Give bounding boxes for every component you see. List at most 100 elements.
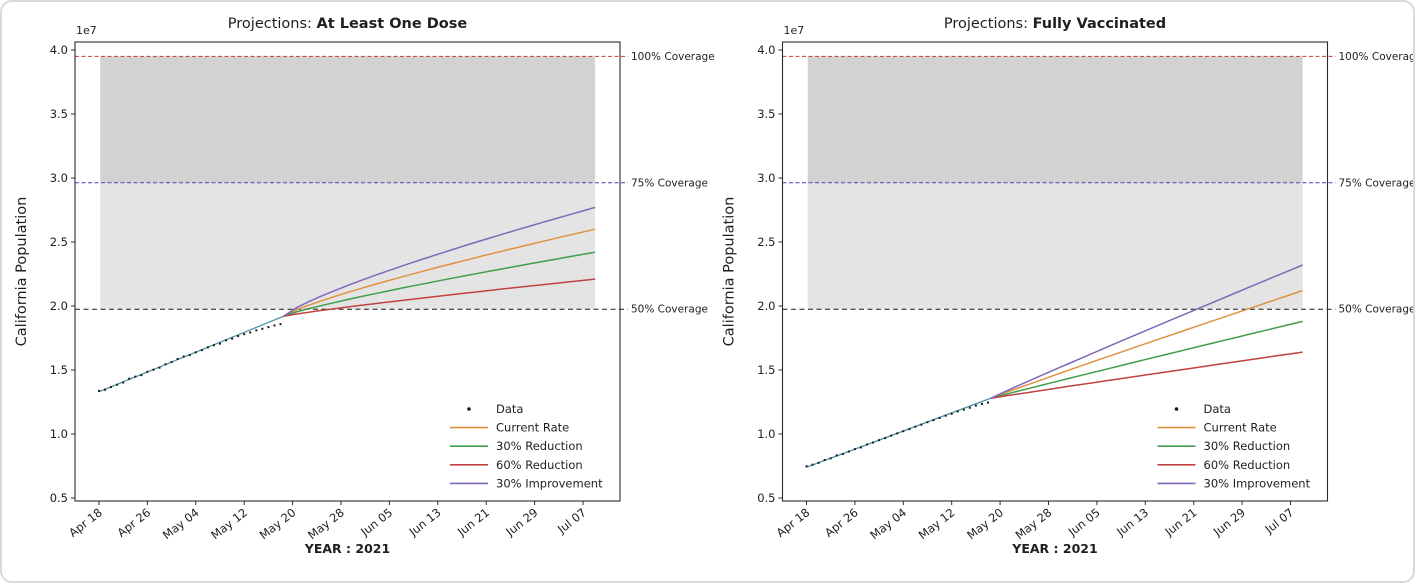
- x-tick-label: Jun 21: [454, 505, 492, 539]
- x-tick-label: May 12: [208, 505, 250, 542]
- legend-label-60-reduction: 60% Reduction: [496, 458, 583, 472]
- chart-title-emphasis: At Least One Dose: [317, 16, 468, 32]
- data-point: [890, 434, 893, 437]
- projection-line-current-rate: [283, 228, 596, 317]
- coverage-lines: 100% Coverage 75% Coverage 50% Coverage: [75, 51, 715, 316]
- projection-line-30-reduction: [283, 251, 596, 317]
- data-point: [811, 463, 814, 466]
- data-point: [188, 354, 191, 357]
- projection-line-30-improvement: [283, 206, 596, 317]
- y-tick-label: 1.0: [757, 427, 775, 441]
- y-axis-label: California Population: [14, 197, 30, 347]
- data-point: [956, 410, 959, 413]
- data-point: [267, 326, 270, 329]
- band-75-to-100: [100, 56, 596, 183]
- legend-label-data: Data: [1204, 402, 1231, 416]
- data-point: [255, 329, 258, 332]
- y-tick-label: 3.0: [50, 171, 68, 185]
- legend: Data Current Rate 30% Reduction 60% Reducti…: [450, 402, 603, 490]
- projection-line-current-rate: [990, 289, 1303, 399]
- data-point: [164, 363, 167, 366]
- data-point: [170, 361, 173, 364]
- projection-line-60-reduction: [283, 278, 596, 317]
- projection-lines: [990, 264, 1303, 399]
- x-tick-label: Jun 13: [1113, 505, 1151, 539]
- data-point: [104, 388, 107, 391]
- x-axis-label: YEAR : 2021: [1011, 541, 1097, 556]
- data-point: [938, 417, 941, 419]
- legend-marker-data-icon: [1174, 407, 1179, 411]
- data-point: [926, 421, 929, 424]
- data-point: [835, 454, 838, 457]
- x-tick-label: Apr 26: [115, 505, 154, 540]
- fit-line: [98, 315, 284, 393]
- x-tick-label: Jun 05: [1065, 505, 1103, 539]
- chart-title: Projections: At Least One Dose: [228, 16, 468, 32]
- data-point: [847, 450, 850, 453]
- x-tick-label: May 28: [1013, 505, 1055, 542]
- coverage-label-75-coverage: 75% Coverage: [631, 177, 708, 189]
- y-tick-label: 4.0: [757, 43, 775, 57]
- data-point: [950, 412, 953, 415]
- x-tick-label: Jun 05: [357, 505, 395, 539]
- data-point: [249, 331, 252, 334]
- band-75-to-100: [807, 56, 1303, 183]
- x-tick-label: May 04: [867, 505, 909, 542]
- data-point: [98, 389, 100, 392]
- x-tick-label: May 04: [160, 505, 202, 542]
- data-point: [974, 404, 977, 407]
- data-point: [110, 386, 113, 389]
- y-tick-label: 0.5: [50, 491, 68, 505]
- data-point: [176, 357, 179, 360]
- projection-lines: [283, 206, 596, 317]
- data-point: [962, 408, 965, 411]
- legend-label-60-reduction: 60% Reduction: [1204, 458, 1291, 472]
- data-point: [908, 428, 911, 431]
- data-point: [968, 406, 971, 409]
- coverage-label-75-coverage: 75% Coverage: [1339, 177, 1415, 189]
- legend-label-data: Data: [496, 402, 523, 416]
- coverage-bands: [807, 56, 1303, 310]
- x-tick-label: Apr 18: [66, 505, 105, 540]
- plot-border: [781, 41, 1329, 502]
- data-point: [200, 349, 203, 352]
- y-tick-label: 2.5: [757, 235, 775, 249]
- legend-label-30-improvement: 30% Improvement: [496, 476, 603, 490]
- coverage-label-100-coverage: 100% Coverage: [1339, 51, 1415, 63]
- x-axis-label: YEAR : 2021: [304, 541, 390, 556]
- legend-label-30-reduction: 30% Reduction: [1204, 439, 1291, 453]
- projection-line-30-reduction: [990, 320, 1303, 399]
- data-point: [225, 339, 228, 342]
- fit-line: [806, 397, 992, 468]
- coverage-label-50-coverage: 50% Coverage: [631, 304, 708, 316]
- x-tick-label: Jun 29: [502, 505, 540, 539]
- y-tick-label: 3.5: [757, 107, 775, 121]
- y-tick-label: 2.5: [50, 235, 68, 249]
- data-point: [805, 465, 808, 468]
- y-tick-label: 1.5: [757, 363, 775, 377]
- band-50-to-75: [807, 182, 1303, 310]
- data-point: [987, 401, 989, 404]
- y-axis-offset-label: 1e7: [784, 24, 805, 37]
- y-tick-label: 4.0: [50, 43, 68, 57]
- x-tick-label: May 20: [257, 505, 299, 542]
- x-tick-label: Jun 29: [1210, 505, 1248, 539]
- data-point: [884, 437, 887, 440]
- y-axis-offset-label: 1e7: [76, 24, 97, 37]
- data-point: [219, 342, 221, 345]
- legend: Data Current Rate 30% Reduction 60% Reducti…: [1157, 402, 1311, 490]
- legend-label-30-reduction: 30% Reduction: [496, 439, 583, 453]
- x-tick-label: Apr 18: [774, 505, 813, 540]
- x-tick-label: Jul 07: [554, 505, 589, 536]
- x-tick-label: Apr 26: [822, 505, 861, 540]
- data-point: [237, 335, 240, 338]
- y-tick-label: 2.0: [50, 299, 68, 313]
- x-tick-label: May 20: [964, 505, 1006, 542]
- data-point: [140, 374, 143, 377]
- data-point: [279, 323, 282, 326]
- x-tick-label: May 12: [916, 505, 958, 542]
- chart-title-prefix: Projections:: [944, 16, 1033, 32]
- data-point: [182, 355, 185, 358]
- data-point: [872, 441, 875, 444]
